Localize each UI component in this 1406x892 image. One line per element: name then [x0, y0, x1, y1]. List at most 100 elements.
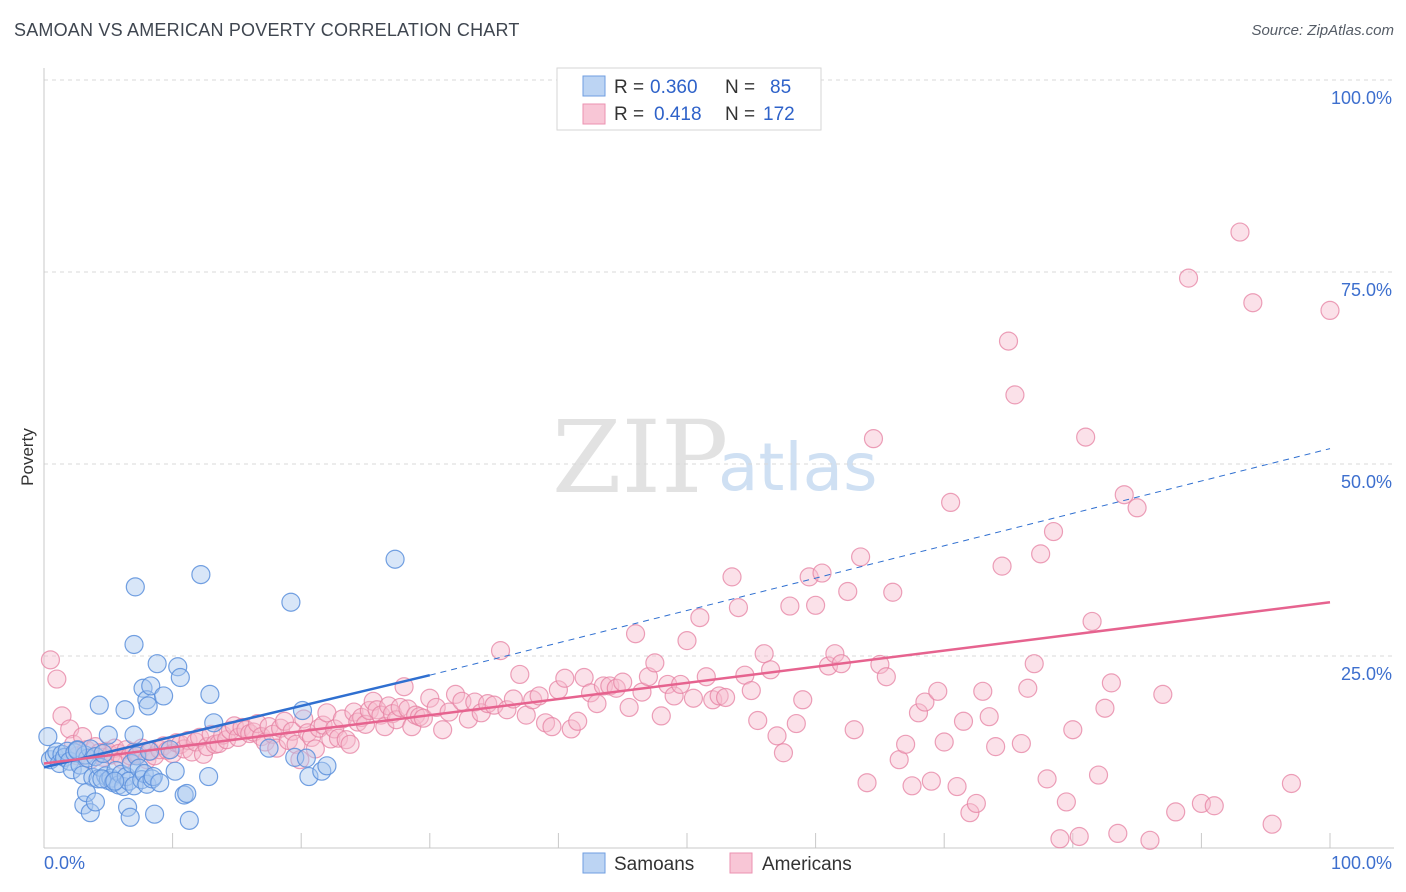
- americans-point: [321, 729, 341, 749]
- y-tick-label: 50.0%: [1341, 472, 1392, 492]
- samoans-point: [165, 761, 185, 781]
- americans-point: [979, 707, 999, 727]
- samoans-point: [105, 771, 125, 791]
- americans-point: [1320, 300, 1340, 320]
- samoans-n-value: 85: [770, 77, 791, 98]
- americans-trend-line: [43, 600, 1331, 765]
- stats-box: R = 0.360 N = 85 R = 0.418 N = 172: [556, 67, 822, 131]
- americans-point: [1095, 698, 1115, 718]
- samoans-point: [141, 676, 161, 696]
- americans-point: [1018, 678, 1038, 698]
- americans-point: [340, 734, 360, 754]
- americans-point: [896, 734, 916, 754]
- americans-swatch: [582, 103, 606, 125]
- americans-point: [838, 581, 858, 602]
- americans-point: [542, 717, 562, 737]
- samoans-point: [199, 766, 219, 787]
- americans-point: [426, 697, 446, 718]
- americans-point: [799, 567, 819, 587]
- samoans-point: [85, 792, 106, 812]
- samoans-point: [179, 810, 199, 830]
- americans-point: [921, 771, 941, 791]
- americans-point: [40, 650, 61, 670]
- samoans-points: [38, 549, 405, 830]
- americans-point: [1243, 293, 1263, 313]
- samoans-point: [74, 795, 94, 815]
- legend-americans-swatch: [729, 852, 753, 874]
- americans-point: [953, 711, 974, 731]
- americans-point: [683, 688, 704, 708]
- americans-point: [760, 660, 781, 680]
- americans-point: [941, 492, 961, 512]
- y-tick-label: 25.0%: [1341, 664, 1392, 684]
- americans-point: [1088, 765, 1109, 785]
- samoans-point: [317, 756, 337, 776]
- samoans-point: [150, 773, 170, 793]
- americans-n-label: N =: [725, 104, 755, 125]
- samoans-point: [144, 804, 165, 824]
- x-axis-ticks: [172, 833, 1331, 848]
- samoans-point: [129, 758, 149, 778]
- samoans-point: [124, 634, 144, 655]
- samoans-point: [312, 761, 332, 781]
- watermark-atlas: atlas: [718, 429, 878, 506]
- samoans-point: [153, 686, 174, 706]
- samoans-point: [138, 696, 158, 716]
- americans-point: [1101, 673, 1121, 693]
- americans-point: [934, 732, 954, 752]
- americans-point: [1005, 385, 1025, 405]
- americans-point: [274, 711, 295, 731]
- americans-point: [490, 641, 511, 661]
- samoans-point: [38, 727, 58, 747]
- x-tick-label-max: 100.0%: [1331, 853, 1392, 873]
- americans-point: [1230, 222, 1250, 242]
- americans-n-value: 172: [763, 104, 795, 125]
- americans-point: [966, 793, 986, 814]
- americans-point: [267, 738, 287, 758]
- americans-point: [568, 711, 588, 731]
- samoans-point: [177, 783, 197, 804]
- americans-point: [1108, 823, 1128, 844]
- samoans-point: [115, 700, 135, 720]
- americans-point: [1043, 521, 1064, 542]
- americans-point: [915, 692, 935, 712]
- americans-point: [998, 331, 1019, 351]
- americans-point: [1024, 654, 1044, 674]
- americans-point: [986, 737, 1006, 757]
- americans-point: [625, 624, 646, 644]
- americans-point: [1069, 826, 1089, 847]
- y-tick-label: 75.0%: [1341, 280, 1392, 300]
- americans-point: [825, 644, 845, 664]
- americans-point: [908, 703, 929, 723]
- americans-point: [773, 743, 794, 763]
- legend-samoans-label: Samoans: [614, 854, 694, 875]
- americans-point: [863, 429, 884, 449]
- americans-point: [390, 697, 410, 718]
- y-tick-labels: 25.0% 50.0% 75.0% 100.0%: [1331, 88, 1392, 684]
- americans-point: [883, 582, 903, 602]
- americans-point: [367, 700, 387, 720]
- americans-point: [786, 713, 806, 734]
- americans-point: [664, 686, 684, 706]
- americans-point: [1262, 814, 1282, 834]
- chart-title: SAMOAN VS AMERICAN POVERTY CORRELATION C…: [14, 20, 520, 40]
- samoans-point: [385, 549, 405, 569]
- samoans-point: [89, 695, 109, 715]
- americans-point: [973, 681, 993, 701]
- americans-point: [47, 669, 67, 689]
- americans-point: [1140, 830, 1160, 850]
- samoans-swatch: [582, 75, 606, 97]
- y-tick-label: 100.0%: [1331, 88, 1392, 108]
- americans-point: [1037, 769, 1057, 789]
- americans-point: [709, 686, 729, 706]
- americans-point: [805, 595, 826, 615]
- americans-point: [328, 728, 349, 748]
- americans-point: [1063, 720, 1083, 740]
- y-axis-title: Poverty: [18, 428, 37, 486]
- samoans-point: [133, 678, 153, 698]
- americans-point: [722, 567, 742, 587]
- americans-r-value: 0.418: [654, 104, 702, 125]
- americans-point: [857, 773, 877, 793]
- americans-point: [947, 776, 967, 797]
